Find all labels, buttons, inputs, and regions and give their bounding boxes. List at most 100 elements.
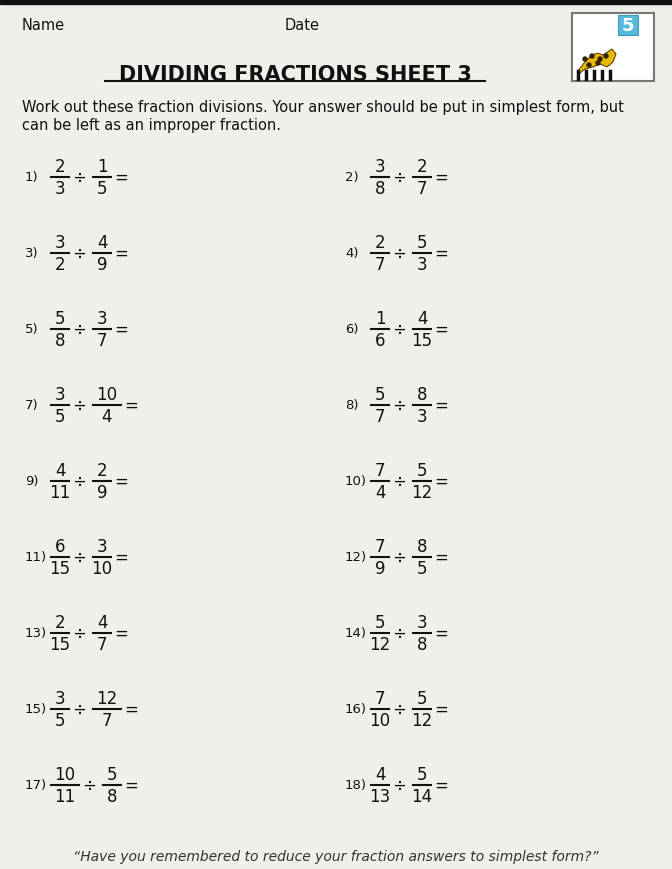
Text: 10: 10 [91, 560, 113, 577]
Bar [0, 0, 672, 5]
Text: 12: 12 [96, 689, 118, 707]
Text: 12: 12 [411, 483, 433, 501]
Text: 3: 3 [417, 408, 427, 426]
Text: 8: 8 [375, 180, 385, 198]
Text: 2): 2) [345, 171, 359, 184]
Text: 9: 9 [97, 483, 108, 501]
Text: 11: 11 [54, 787, 76, 805]
Text: 7: 7 [375, 537, 385, 555]
Text: ÷: ÷ [392, 169, 406, 187]
Text: 2: 2 [54, 158, 65, 176]
Text: ÷: ÷ [72, 321, 86, 339]
Text: ÷: ÷ [392, 396, 406, 415]
Text: 13: 13 [370, 787, 390, 805]
Circle shape [583, 58, 587, 62]
Text: 7: 7 [375, 461, 385, 480]
Text: 5): 5) [25, 323, 38, 336]
Text: 15: 15 [50, 635, 71, 653]
Text: ÷: ÷ [72, 473, 86, 490]
Text: 3: 3 [375, 158, 385, 176]
Text: 5: 5 [375, 386, 385, 403]
Text: 6: 6 [54, 537, 65, 555]
Text: 4: 4 [101, 408, 112, 426]
Text: 5: 5 [417, 765, 427, 783]
Text: 5: 5 [97, 180, 108, 198]
Text: Work out these fraction divisions. Your answer should be put in simplest form, b: Work out these fraction divisions. Your … [22, 100, 624, 115]
Text: ÷: ÷ [72, 245, 86, 262]
Text: 3: 3 [97, 537, 108, 555]
Text: ÷: ÷ [392, 776, 406, 794]
Text: 8: 8 [417, 386, 427, 403]
Text: =: = [114, 473, 128, 490]
Text: 2: 2 [375, 234, 385, 252]
Text: ÷: ÷ [72, 169, 86, 187]
Text: 10: 10 [370, 711, 390, 729]
Text: 15: 15 [50, 560, 71, 577]
Text: 4: 4 [375, 765, 385, 783]
Text: can be left as an improper fraction.: can be left as an improper fraction. [22, 118, 281, 133]
Text: 7: 7 [97, 635, 108, 653]
Text: 3: 3 [54, 689, 65, 707]
Text: 8: 8 [107, 787, 117, 805]
Text: 5: 5 [54, 408, 65, 426]
Text: 6: 6 [375, 332, 385, 349]
Text: 8: 8 [54, 332, 65, 349]
Text: ÷: ÷ [72, 700, 86, 718]
Text: 7: 7 [101, 711, 112, 729]
Text: ÷: ÷ [392, 245, 406, 262]
Text: 5: 5 [622, 17, 634, 35]
Text: 4: 4 [417, 309, 427, 328]
Circle shape [598, 58, 602, 62]
Circle shape [596, 62, 600, 66]
Text: 4: 4 [54, 461, 65, 480]
Text: =: = [434, 169, 448, 187]
Text: 12: 12 [411, 711, 433, 729]
Text: Name: Name [22, 18, 65, 33]
Text: 12: 12 [370, 635, 390, 653]
Text: 3: 3 [417, 255, 427, 274]
Text: 6): 6) [345, 323, 358, 336]
Text: 9: 9 [375, 560, 385, 577]
Circle shape [587, 64, 591, 68]
Text: 4: 4 [97, 614, 108, 631]
Text: 9: 9 [97, 255, 108, 274]
Text: 14): 14) [345, 627, 367, 640]
Text: 5: 5 [417, 689, 427, 707]
Text: =: = [434, 396, 448, 415]
Text: =: = [434, 548, 448, 567]
Text: =: = [434, 776, 448, 794]
Text: 2: 2 [97, 461, 108, 480]
Text: 8: 8 [417, 635, 427, 653]
Text: 5: 5 [417, 461, 427, 480]
Text: 9): 9) [25, 475, 38, 488]
Text: 3: 3 [97, 309, 108, 328]
Text: 10: 10 [97, 386, 118, 403]
Text: =: = [124, 776, 138, 794]
Text: 18): 18) [345, 779, 367, 792]
Text: 2: 2 [54, 614, 65, 631]
Text: 5: 5 [107, 765, 117, 783]
Text: 15): 15) [25, 703, 47, 716]
Text: 5: 5 [54, 711, 65, 729]
Text: 10: 10 [54, 765, 75, 783]
Text: 7: 7 [97, 332, 108, 349]
Text: 7: 7 [375, 408, 385, 426]
Text: ÷: ÷ [392, 321, 406, 339]
Text: 17): 17) [25, 779, 47, 792]
Text: 2: 2 [54, 255, 65, 274]
Text: 7): 7) [25, 399, 38, 412]
Text: Date: Date [285, 18, 320, 33]
Text: =: = [434, 245, 448, 262]
Text: =: = [114, 245, 128, 262]
Text: 11): 11) [25, 551, 47, 564]
Text: DIVIDING FRACTIONS SHEET 3: DIVIDING FRACTIONS SHEET 3 [118, 65, 472, 85]
Text: 15: 15 [411, 332, 433, 349]
Text: =: = [114, 321, 128, 339]
Text: =: = [114, 169, 128, 187]
Text: “Have you remembered to reduce your fraction answers to simplest form?”: “Have you remembered to reduce your frac… [73, 849, 599, 863]
Text: 7: 7 [375, 255, 385, 274]
FancyBboxPatch shape [572, 14, 654, 82]
Text: =: = [124, 700, 138, 718]
Text: 1: 1 [97, 158, 108, 176]
Text: ÷: ÷ [392, 624, 406, 642]
